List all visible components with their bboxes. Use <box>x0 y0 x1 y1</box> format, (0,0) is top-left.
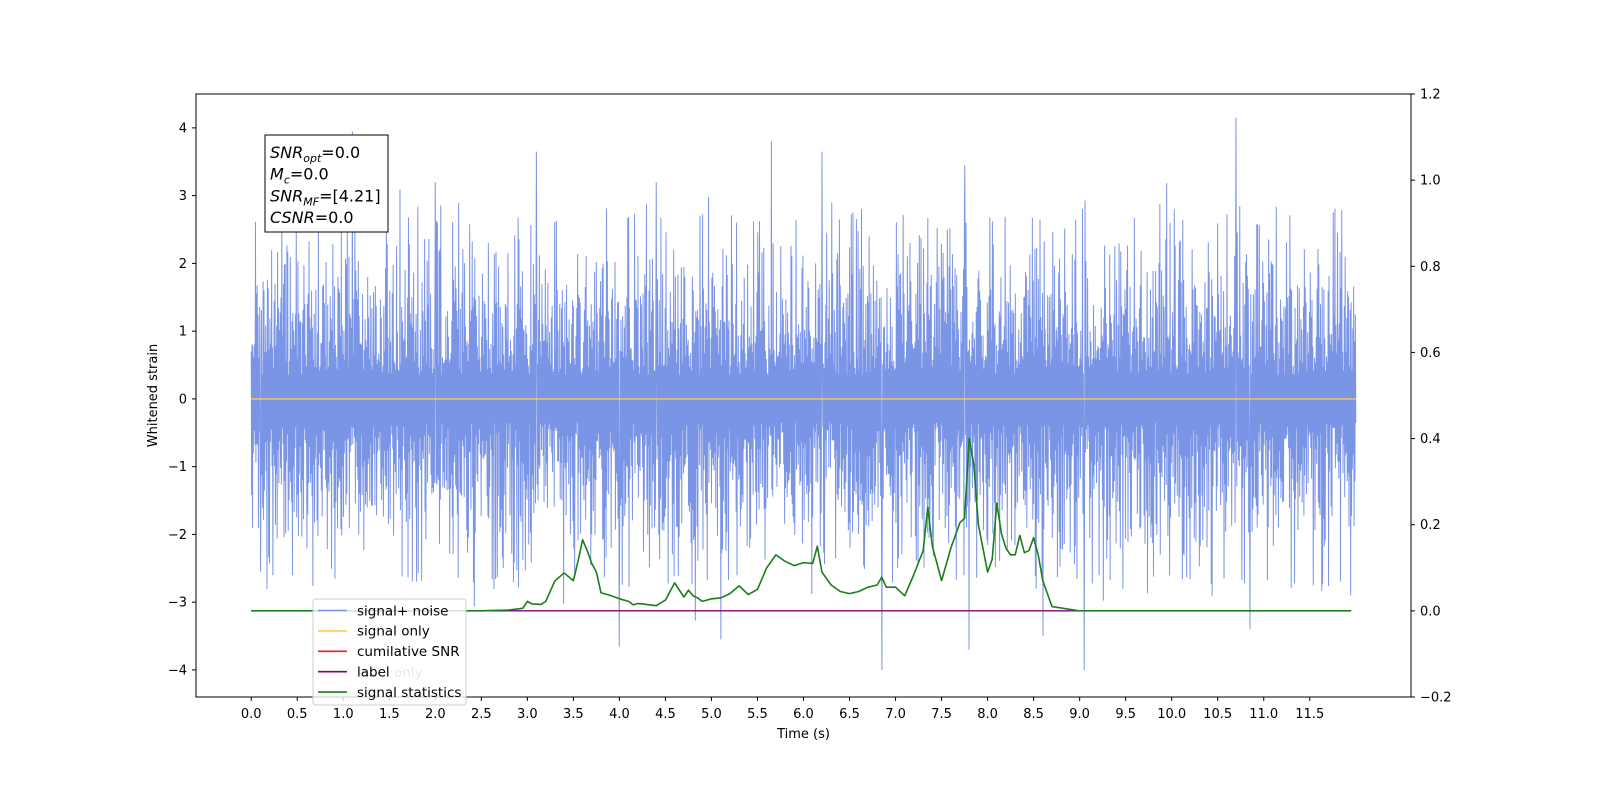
y2-tick-label: −0.2 <box>1420 691 1452 706</box>
stat-value: =[4.21] <box>319 186 381 205</box>
y-tick-label: −4 <box>168 663 187 678</box>
stat-line: CSNR=0.0 <box>270 208 354 227</box>
x-tick-label: 1.0 <box>333 707 354 722</box>
x-tick-label: 8.5 <box>1023 707 1044 722</box>
y2-tick-label: 0.2 <box>1420 518 1441 533</box>
ticks: 0.0 0.5 1.0 1.5 2.0 2.5 3.0 3.5 4.0 4.5 5.0 5.5 6.0 6… <box>168 88 1452 723</box>
legend-label: signal+ noise <box>357 603 448 619</box>
x-tick-label: 7.0 <box>885 707 906 722</box>
y2-tick-label: 1.2 <box>1420 88 1441 103</box>
y-tick-label: −3 <box>168 596 187 611</box>
y-tick-label: 2 <box>179 257 187 272</box>
x-tick-label: 1.5 <box>379 707 400 722</box>
stat-value: =0.0 <box>290 165 329 184</box>
signal-noise-series <box>250 117 1357 670</box>
x-tick-label: 8.0 <box>977 707 998 722</box>
legend-label: cumilative SNR <box>357 644 460 660</box>
x-tick-label: 6.0 <box>793 707 814 722</box>
x-tick-label: 0.0 <box>241 707 262 722</box>
x-tick-label: 4.5 <box>655 707 676 722</box>
stat-value: =0.0 <box>315 208 354 227</box>
series-line-signal-noise <box>250 117 1357 670</box>
stat-value: =0.0 <box>321 143 360 162</box>
y2-tick-label: 0.6 <box>1420 346 1441 361</box>
y-tick-label: −2 <box>168 528 187 543</box>
stat-subscript: opt <box>303 152 322 165</box>
x-tick-label: 5.5 <box>747 707 768 722</box>
stat-name: M <box>270 165 284 184</box>
x-tick-label: 11.0 <box>1249 707 1278 722</box>
x-tick-label: 5.0 <box>701 707 722 722</box>
legend-label: signal statistics <box>357 685 461 701</box>
x-tick-label: 9.5 <box>1115 707 1136 722</box>
stat-name: SNR <box>270 143 303 162</box>
x-tick-label: 7.5 <box>931 707 952 722</box>
x-tick-label: 0.5 <box>287 707 308 722</box>
x-tick-label: 6.5 <box>839 707 860 722</box>
y2-tick-label: 0.8 <box>1420 260 1441 275</box>
legend-frame <box>312 598 467 706</box>
y-tick-label: −1 <box>168 460 187 475</box>
stat-line: SNRopt=0.0 <box>270 143 360 165</box>
y-tick-label: 0 <box>179 392 187 407</box>
y-tick-label: 4 <box>179 121 187 136</box>
y-tick-label: 3 <box>179 189 187 204</box>
legend-label: signal only <box>357 624 430 640</box>
x-tick-label: 10.5 <box>1203 707 1232 722</box>
y2-tick-label: 0.0 <box>1420 604 1441 619</box>
x-axis-label: Time (s) <box>776 727 830 742</box>
y2-tick-label: 1.0 <box>1420 174 1441 189</box>
x-tick-label: 10.0 <box>1157 707 1186 722</box>
x-tick-label: 3.0 <box>517 707 538 722</box>
stat-name: CSNR <box>270 208 315 227</box>
stat-subscript: MF <box>303 195 319 208</box>
y-axis-label: Whitened strain <box>146 344 161 447</box>
x-tick-label: 9.0 <box>1069 707 1090 722</box>
stat-subscript: c <box>284 174 290 187</box>
stats-box-frame <box>264 134 389 233</box>
x-tick-label: 11.5 <box>1295 707 1324 722</box>
x-tick-label: 4.0 <box>609 707 630 722</box>
stat-name: SNR <box>270 186 303 205</box>
stat-line: Mc=0.0 <box>270 165 329 187</box>
series-line-signal-statistics <box>251 437 1352 612</box>
stat-line: SNRMF=[4.21] <box>270 186 381 208</box>
x-tick-label: 2.0 <box>425 707 446 722</box>
y2-tick-label: 0.4 <box>1420 432 1441 447</box>
legend-label: label <box>357 665 390 681</box>
x-tick-label: 2.5 <box>471 707 492 722</box>
x-tick-label: 3.5 <box>563 707 584 722</box>
y-tick-label: 1 <box>179 325 187 340</box>
